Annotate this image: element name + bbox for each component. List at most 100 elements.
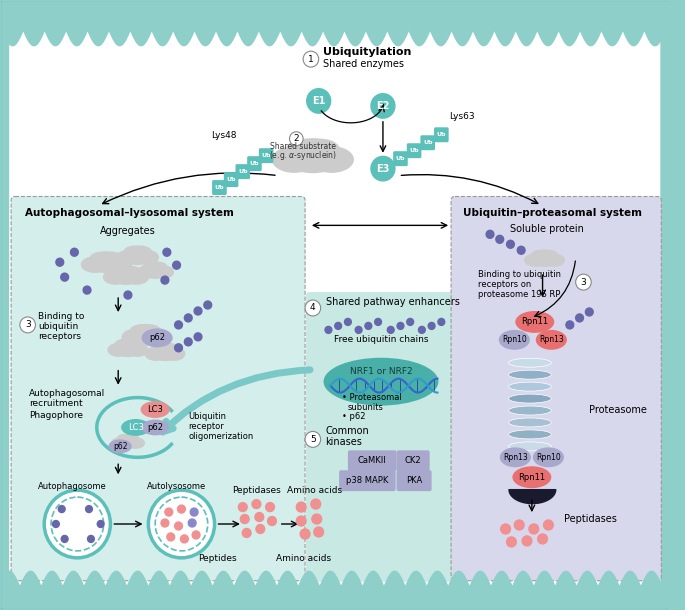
Ellipse shape xyxy=(150,342,180,361)
Circle shape xyxy=(486,231,494,239)
Ellipse shape xyxy=(530,249,560,267)
Circle shape xyxy=(507,240,514,248)
Ellipse shape xyxy=(111,265,132,278)
Ellipse shape xyxy=(539,249,558,261)
Ellipse shape xyxy=(151,262,168,273)
Ellipse shape xyxy=(76,520,91,531)
Circle shape xyxy=(303,51,319,67)
Ellipse shape xyxy=(121,419,150,436)
Circle shape xyxy=(242,528,251,537)
Circle shape xyxy=(522,536,532,546)
FancyBboxPatch shape xyxy=(348,450,397,472)
Text: Phagophore: Phagophore xyxy=(29,412,83,420)
Circle shape xyxy=(161,519,169,527)
Circle shape xyxy=(188,519,196,527)
FancyBboxPatch shape xyxy=(434,127,449,142)
Circle shape xyxy=(305,300,321,316)
Text: Autophagosomal–lysosomal system: Autophagosomal–lysosomal system xyxy=(25,209,234,218)
Circle shape xyxy=(501,524,510,534)
Text: Ub: Ub xyxy=(238,169,247,174)
FancyBboxPatch shape xyxy=(259,148,273,163)
Ellipse shape xyxy=(303,139,340,161)
Ellipse shape xyxy=(127,324,163,346)
Circle shape xyxy=(586,308,593,316)
Text: 3: 3 xyxy=(581,278,586,287)
Text: 4: 4 xyxy=(310,304,316,312)
Circle shape xyxy=(184,314,192,322)
Text: Rpn11: Rpn11 xyxy=(519,473,545,482)
Ellipse shape xyxy=(286,139,323,161)
FancyBboxPatch shape xyxy=(451,196,661,581)
Circle shape xyxy=(375,318,382,325)
Circle shape xyxy=(53,520,60,528)
Text: Autolysosome: Autolysosome xyxy=(147,482,207,491)
Circle shape xyxy=(397,323,404,329)
Text: Ub: Ub xyxy=(436,132,446,137)
Text: p62: p62 xyxy=(113,442,127,451)
Circle shape xyxy=(345,318,351,325)
Text: Rpn10: Rpn10 xyxy=(536,453,561,462)
Text: Lys48: Lys48 xyxy=(211,131,236,140)
Ellipse shape xyxy=(108,439,132,453)
Ellipse shape xyxy=(116,250,140,265)
Text: Ubiquitin–proteasomal system: Ubiquitin–proteasomal system xyxy=(463,209,642,218)
Text: Ub: Ub xyxy=(423,140,432,145)
FancyBboxPatch shape xyxy=(393,151,408,166)
Text: Shared substrate: Shared substrate xyxy=(270,142,336,151)
Circle shape xyxy=(255,512,264,522)
Circle shape xyxy=(149,490,214,558)
Text: Rpn13: Rpn13 xyxy=(503,453,527,462)
Circle shape xyxy=(371,93,396,119)
Text: Ub: Ub xyxy=(262,153,271,158)
Circle shape xyxy=(407,318,414,325)
Text: LC3: LC3 xyxy=(147,405,163,414)
Ellipse shape xyxy=(512,466,551,488)
Circle shape xyxy=(163,248,171,256)
Ellipse shape xyxy=(500,447,531,467)
Text: Peptidases: Peptidases xyxy=(232,486,281,495)
FancyBboxPatch shape xyxy=(247,156,262,171)
Text: LC3: LC3 xyxy=(128,423,144,432)
Text: Amino acids: Amino acids xyxy=(287,486,342,495)
Ellipse shape xyxy=(143,329,169,346)
FancyBboxPatch shape xyxy=(397,470,432,491)
Ellipse shape xyxy=(64,520,79,531)
Circle shape xyxy=(575,314,584,322)
Circle shape xyxy=(165,508,173,516)
Text: • Proteasomal: • Proteasomal xyxy=(342,393,402,401)
Circle shape xyxy=(86,506,92,512)
Text: (e.g. $\alpha$-synuclein): (e.g. $\alpha$-synuclein) xyxy=(269,149,337,162)
Circle shape xyxy=(20,317,36,333)
Circle shape xyxy=(61,536,68,542)
Ellipse shape xyxy=(508,370,551,379)
Ellipse shape xyxy=(145,346,166,361)
Text: E1: E1 xyxy=(312,96,325,106)
Text: PKA: PKA xyxy=(406,476,422,485)
Circle shape xyxy=(192,531,200,539)
Circle shape xyxy=(438,318,445,325)
Ellipse shape xyxy=(508,394,551,403)
Text: Ub: Ub xyxy=(214,185,224,190)
Text: Amino acids: Amino acids xyxy=(275,554,331,563)
Ellipse shape xyxy=(111,437,129,449)
Ellipse shape xyxy=(136,250,159,265)
Ellipse shape xyxy=(122,245,153,265)
Text: receptor: receptor xyxy=(188,423,224,431)
Text: p62: p62 xyxy=(147,423,163,432)
FancyBboxPatch shape xyxy=(236,164,250,179)
Ellipse shape xyxy=(151,343,170,354)
Text: Shared enzymes: Shared enzymes xyxy=(323,59,403,69)
Ellipse shape xyxy=(153,265,174,279)
Ellipse shape xyxy=(88,251,125,273)
Circle shape xyxy=(61,273,68,281)
Text: Free ubiquitin chains: Free ubiquitin chains xyxy=(334,335,428,344)
Ellipse shape xyxy=(104,256,132,273)
Ellipse shape xyxy=(123,434,139,443)
Text: ubiquitin: ubiquitin xyxy=(38,322,79,331)
Circle shape xyxy=(507,537,516,547)
Ellipse shape xyxy=(113,339,143,357)
Ellipse shape xyxy=(508,418,551,427)
Text: E2: E2 xyxy=(376,101,390,111)
Text: Peptidases: Peptidases xyxy=(564,514,617,524)
Text: kinases: kinases xyxy=(325,437,362,447)
